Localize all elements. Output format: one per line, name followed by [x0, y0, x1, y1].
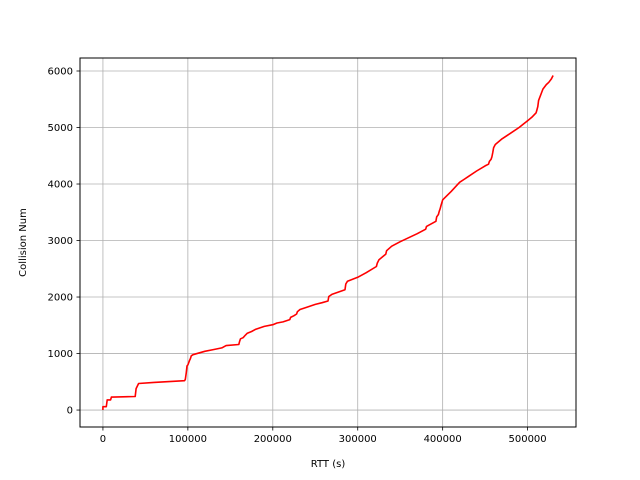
x-axis-ticks: 0 100000 200000 300000 400000 500000: [100, 427, 547, 445]
y-tick-label: 3000: [48, 236, 73, 247]
plot-frame: [79, 57, 577, 428]
y-axis-ticks: 0 1000 2000 3000 4000 5000 6000: [48, 66, 80, 417]
x-tick-label: 0: [100, 434, 106, 445]
y-tick-label: 4000: [48, 180, 73, 191]
y-tick-label: 2000: [48, 293, 73, 304]
y-tick-label: 6000: [48, 66, 73, 77]
x-tick-label: 300000: [339, 434, 377, 445]
y-tick-label: 5000: [48, 123, 73, 134]
grid-lines: [80, 58, 576, 427]
series-layer: [102, 75, 554, 410]
y-tick-label: 1000: [48, 349, 73, 360]
x-tick-label: 400000: [424, 434, 462, 445]
x-axis-label: RTT (s): [311, 459, 346, 470]
series-line-collisions: [102, 75, 554, 410]
x-tick-label: 200000: [254, 434, 292, 445]
y-axis-label: Collision Num: [18, 208, 29, 277]
y-tick-label: 0: [67, 406, 73, 417]
x-tick-label: 100000: [169, 434, 207, 445]
x-tick-label: 500000: [508, 434, 546, 445]
